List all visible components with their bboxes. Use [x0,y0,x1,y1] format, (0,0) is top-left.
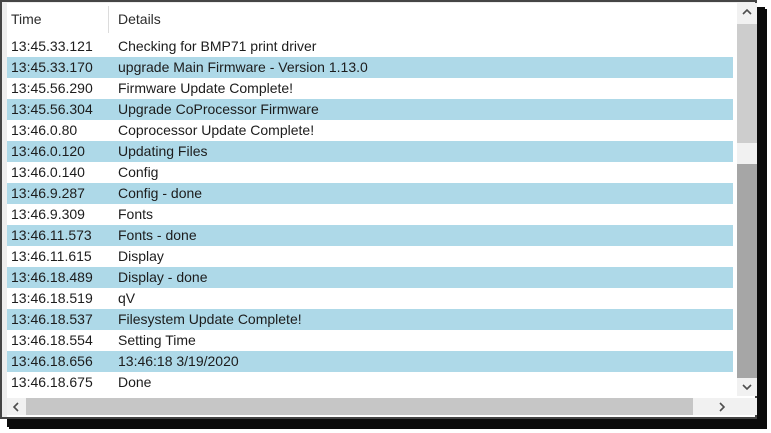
row-details: 13:46:18 3/19/2020 [118,353,239,369]
row-time: 13:46.18.489 [11,269,93,285]
row-details: Config - done [118,185,203,201]
row-details: Checking for BMP71 print driver [118,38,317,54]
table-row[interactable]: 13:45.33.121 Checking for BMP71 print dri… [7,36,733,57]
horizontal-scrollbar[interactable] [7,398,733,415]
row-details: Updating Files [118,143,208,159]
table-row[interactable]: 13:46.18.675 Done [7,372,733,393]
chevron-left-icon [13,401,19,412]
row-details: Done [118,374,152,390]
vertical-scrollbar-thumb[interactable] [737,164,757,378]
chevron-up-icon [742,9,752,15]
row-time: 13:45.33.170 [11,59,93,75]
row-details: Filesystem Update Complete! [118,311,302,327]
vertical-scrollbar-thumb-upper[interactable] [737,24,757,143]
column-divider[interactable] [108,6,109,33]
table-row[interactable]: 13:46.18.519 qV [7,288,733,309]
row-details: upgrade Main Firmware - Version 1.13.0 [118,59,368,75]
horizontal-scrollbar-thumb[interactable] [26,398,693,415]
table-row[interactable]: 13:45.33.170 upgrade Main Firmware - Vers… [7,57,733,78]
row-time: 13:46.18.519 [11,290,93,306]
table-row[interactable]: 13:46.18.537 Filesystem Update Complete! [7,309,733,330]
chevron-down-icon [742,384,752,390]
log-listview: Time Details 13:45.33.121 Checking for BM… [7,3,757,417]
table-row[interactable]: 13:46.0.140 Config [7,162,733,183]
column-header-time[interactable]: Time [11,11,42,27]
table-row[interactable]: 13:46.9.287 Config - done [7,183,733,204]
rows: 13:45.33.121 Checking for BMP71 print dri… [7,36,733,393]
scroll-up-button[interactable] [737,3,757,21]
row-time: 13:46.11.615 [11,248,92,264]
table-row[interactable]: 13:46.11.573 Fonts - done [7,225,733,246]
table-row[interactable]: 13:46.11.615 Display [7,246,733,267]
row-time: 13:46.18.656 [11,353,93,369]
row-details: qV [118,290,136,306]
table-row[interactable]: 13:46.18.656 13:46:18 3/19/2020 [7,351,733,372]
row-time: 13:46.18.675 [11,374,93,390]
vertical-scrollbar[interactable] [737,3,757,396]
window-frame: Time Details 13:45.33.121 Checking for BM… [0,0,757,419]
row-time: 13:45.56.290 [11,80,93,96]
row-details: Setting Time [118,332,196,348]
row-time: 13:46.0.140 [11,164,85,180]
row-time: 13:46.11.573 [11,227,92,243]
row-time: 13:46.18.554 [11,332,93,348]
column-header-details[interactable]: Details [118,11,161,27]
row-time: 13:45.56.304 [11,101,93,117]
row-details: Display - done [118,269,208,285]
chevron-right-icon [719,401,725,412]
table-row[interactable]: 13:46.18.489 Display - done [7,267,733,288]
row-details: Upgrade CoProcessor Firmware [118,101,319,117]
row-time: 13:46.0.120 [11,143,85,159]
row-time: 13:46.9.309 [11,206,85,222]
list-header: Time Details [7,3,733,36]
row-time: 13:46.9.287 [11,185,85,201]
table-row[interactable]: 13:46.9.309 Fonts [7,204,733,225]
row-details: Fonts - done [118,227,197,243]
row-details: Config [118,164,159,180]
row-details: Firmware Update Complete! [118,80,294,96]
row-time: 13:46.18.537 [11,311,93,327]
table-row[interactable]: 13:45.56.304 Upgrade CoProcessor Firmware [7,99,733,120]
table-row[interactable]: 13:46.0.80 Coprocessor Update Complete! [7,120,733,141]
table-row[interactable]: 13:46.0.120 Updating Files [7,141,733,162]
row-details: Fonts [118,206,154,222]
scroll-left-button[interactable] [7,398,25,415]
row-time: 13:46.0.80 [11,122,78,138]
row-time: 13:45.33.121 [11,38,93,54]
scroll-right-button[interactable] [713,398,731,415]
table-row[interactable]: 13:46.18.554 Setting Time [7,330,733,351]
row-details: Coprocessor Update Complete! [118,122,315,138]
row-details: Display [118,248,164,264]
table-row[interactable]: 13:45.56.290 Firmware Update Complete! [7,78,733,99]
scrollbar-corner [733,398,757,415]
scroll-down-button[interactable] [737,378,757,396]
